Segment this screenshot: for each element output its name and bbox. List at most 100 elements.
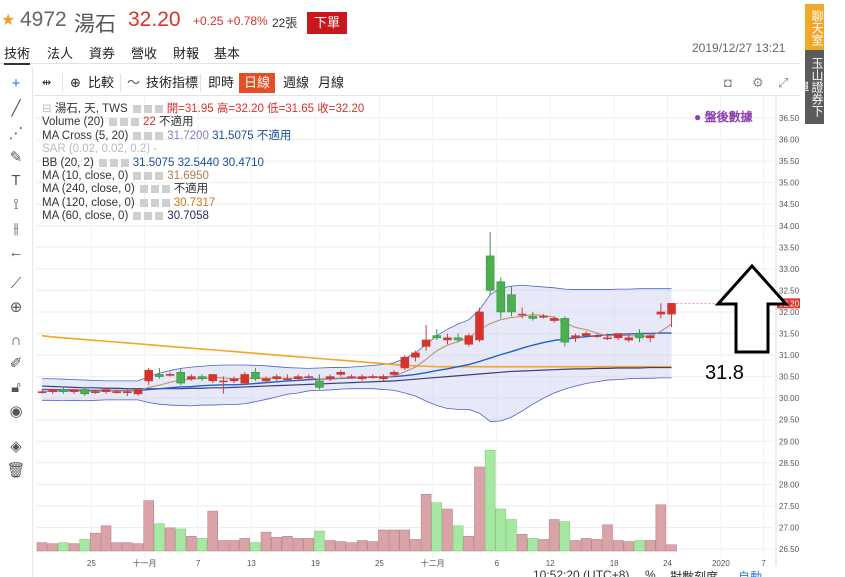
trend-line-icon[interactable]: ╱ (11, 100, 21, 117)
nav-revenue[interactable]: 營收 (131, 46, 158, 61)
broker-order-tab[interactable]: 玉山證券下單 (796, 50, 824, 124)
volume-bar (90, 532, 101, 552)
volume-bar (570, 540, 581, 552)
candle-body (144, 369, 153, 382)
brush-icon[interactable]: ✎ (9, 149, 23, 166)
volume-bar (452, 525, 464, 552)
candle-body (176, 371, 186, 384)
price-chart[interactable]: 36.50 36.00 35.50 35.00 34.50 34.00 33.50 33.00… (34, 96, 800, 577)
nav-technical[interactable]: 技術 (4, 43, 31, 65)
fib-icon[interactable]: ⋰ (8, 125, 24, 142)
date-tick-label: 十一月 (133, 558, 157, 568)
volume-bar (122, 542, 133, 552)
legend-ma240: MA (240, close, 0) 不適用 (42, 183, 209, 196)
candle-body (539, 315, 548, 318)
volume-bar (239, 538, 250, 552)
volume-bar (367, 541, 379, 552)
candle-body (667, 303, 676, 315)
candle-body (283, 378, 292, 381)
volume-bar (356, 540, 368, 552)
date-tick-label: 6 (495, 559, 500, 568)
camera-icon[interactable]: ◘ (724, 75, 732, 90)
stock-name: 湯石 (74, 13, 116, 36)
annotation-arrow (714, 263, 790, 354)
volume-bar (474, 466, 485, 552)
ruler-icon[interactable]: ⟋ (10, 275, 22, 292)
tab-monthly[interactable]: 月線 (318, 75, 345, 90)
measure-icon[interactable]: ⫲ (13, 220, 19, 237)
candle-body (80, 389, 89, 395)
volume-bar (164, 527, 176, 552)
price-tick-label: 36.00 (779, 136, 800, 145)
price-tick-label: 29.50 (779, 416, 800, 425)
text-icon[interactable]: T (11, 172, 21, 189)
price-tick-label: 29.00 (779, 437, 800, 446)
volume-bar (292, 538, 304, 552)
crosshair-icon[interactable]: + (11, 75, 21, 92)
lock-drawing-icon[interactable]: ✐ (9, 355, 23, 372)
quote-header: ★ 4972 湯石 32.20 +0.25 +0.78% 22張 下單 (0, 0, 800, 40)
volume-bar (538, 539, 549, 552)
volume-bar (463, 536, 475, 552)
chart-canvas[interactable]: 36.50 36.00 35.50 35.00 34.50 34.00 33.50 33.00… (34, 96, 800, 577)
tab-intraday[interactable]: 即時 (208, 75, 235, 90)
footer-time: 10:52:20 (UTC+8) (533, 568, 630, 577)
volume-bar (442, 508, 453, 552)
volume-bar (548, 519, 560, 552)
price-tick-label: 31.50 (779, 330, 800, 339)
nav-financials[interactable]: 財報 (173, 46, 200, 61)
candle-body (645, 335, 655, 339)
indicator-icon[interactable]: 〜 (127, 75, 141, 90)
price-tick-label: 36.50 (779, 114, 800, 123)
eye-icon[interactable]: ◉ (9, 403, 23, 420)
chat-room-tab[interactable]: 聊天室 (805, 4, 824, 51)
volume-bar (495, 508, 507, 552)
ma120-line (41, 334, 672, 368)
candle-body (187, 376, 196, 380)
price-tick-label: 28.00 (779, 480, 800, 489)
nav-margin[interactable]: 資券 (89, 46, 116, 61)
price-tick-label: 30.50 (779, 373, 800, 382)
date-tick-label: 25 (375, 559, 384, 568)
compare-icon[interactable]: ⊕ (70, 75, 81, 90)
volume-bar (260, 531, 272, 552)
percent-toggle[interactable]: % (645, 568, 656, 577)
back-arrow-icon[interactable]: ← (8, 244, 24, 261)
log-scale-toggle[interactable]: 對數刻度 (670, 570, 719, 577)
price-tick-label: 27.50 (779, 502, 800, 511)
gear-icon[interactable]: ⚙ (752, 75, 764, 90)
tab-daily[interactable]: 日線 (239, 73, 276, 93)
fullscreen-icon[interactable]: ⤢ (778, 75, 789, 90)
volume-bar (410, 539, 421, 552)
candle-body (507, 294, 516, 313)
pattern-icon[interactable]: ⟟ (13, 196, 19, 213)
auto-scale-toggle[interactable]: 自動 (738, 570, 763, 577)
resize-icon[interactable]: ⇹ (42, 77, 52, 89)
price-tick-label: 32.50 (779, 286, 800, 295)
candle-body (485, 255, 495, 291)
trash-icon[interactable]: 🗑︎ (6, 462, 26, 479)
candle-body (421, 339, 431, 347)
date-tick-label: 12 (546, 559, 555, 568)
price-tick-label: 26.50 (779, 545, 800, 554)
last-price: 32.20 (128, 8, 181, 31)
indicators-button[interactable]: 技術指標 (146, 75, 199, 90)
magnet-icon[interactable]: ∩ (10, 332, 22, 349)
candle-body (475, 311, 484, 341)
compare-button[interactable]: 比較 (88, 75, 115, 90)
tab-weekly[interactable]: 週線 (283, 75, 310, 90)
lock-icon[interactable]: 🔓︎ (11, 379, 21, 396)
candle-body (357, 376, 367, 380)
candle-body (197, 376, 207, 380)
star-icon[interactable]: ★ (1, 12, 16, 29)
zoom-in-icon[interactable]: ⊕ (9, 299, 23, 316)
candle-body (325, 376, 335, 380)
layers-icon[interactable]: ◈ (10, 438, 22, 455)
candle-body (443, 337, 452, 341)
nav-basic[interactable]: 基本 (214, 46, 241, 61)
order-button[interactable]: 下單 (307, 12, 347, 34)
volume-bar (580, 538, 592, 552)
candle-body (208, 374, 218, 382)
candle-body (592, 335, 602, 337)
nav-institutional[interactable]: 法人 (47, 46, 74, 61)
